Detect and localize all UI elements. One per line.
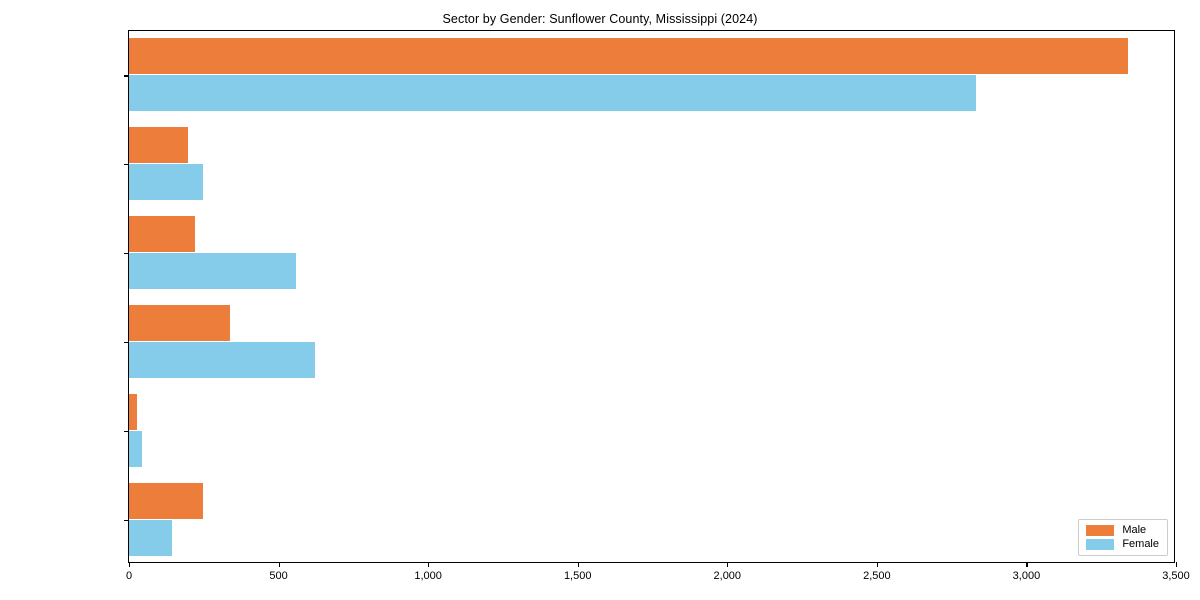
- x-tick-mark: [1026, 562, 1028, 567]
- bar-male: [129, 127, 188, 164]
- y-tick-mark: [124, 519, 129, 521]
- x-tick-label: 3,000: [1012, 570, 1041, 582]
- y-tick-mark: [124, 75, 129, 77]
- bar-female: [129, 341, 316, 378]
- legend-label-male: Male: [1122, 524, 1147, 536]
- bar-female: [129, 253, 296, 290]
- x-tick-mark: [1176, 562, 1178, 567]
- x-tick-mark: [727, 562, 729, 567]
- x-tick-mark: [129, 562, 131, 567]
- legend-item-female[interactable]: Female: [1086, 539, 1159, 550]
- chart-legend: Male Female: [1078, 519, 1168, 556]
- plot-area: Private For-ProfitPrivate Non-ProfitLoca…: [124, 30, 1190, 582]
- bar-group: [129, 393, 1174, 468]
- y-tick-mark: [124, 341, 129, 343]
- x-tick-label: 3,500: [1162, 570, 1190, 582]
- bar-group: [129, 216, 1174, 290]
- legend-swatch-male: [1086, 525, 1115, 536]
- bar-female: [129, 164, 203, 201]
- bar-group: [129, 38, 1174, 112]
- x-tick-mark: [577, 562, 579, 567]
- bar-female: [129, 519, 172, 556]
- x-tick-mark: [876, 562, 878, 567]
- x-tick-label: 0: [125, 570, 133, 582]
- x-tick-mark: [428, 562, 430, 567]
- y-tick-mark: [124, 253, 129, 255]
- legend-item-male[interactable]: Male: [1086, 525, 1159, 536]
- bar-group: [129, 304, 1174, 379]
- y-tick-mark: [124, 430, 129, 432]
- bar-female: [129, 75, 977, 112]
- x-tick-mark: [278, 562, 280, 567]
- bar-male: [129, 216, 196, 253]
- x-tick-label: 500: [269, 570, 288, 582]
- bar-female: [129, 430, 143, 467]
- legend-label-female: Female: [1122, 538, 1159, 550]
- x-tick-label: 2,000: [713, 570, 742, 582]
- bar-male: [129, 482, 204, 519]
- chart-title: Sector by Gender: Sunflower County, Miss…: [442, 12, 758, 26]
- x-tick-label: 1,000: [414, 570, 442, 582]
- bar-group: [129, 482, 1174, 557]
- bar-male: [129, 393, 138, 430]
- legend-swatch-female: [1086, 539, 1115, 550]
- bar-male: [129, 38, 1129, 75]
- bar-group: [129, 127, 1174, 201]
- y-tick-mark: [124, 164, 129, 166]
- x-tick-label: 1,500: [563, 570, 592, 582]
- bar-male: [129, 304, 230, 341]
- x-tick-label: 2,500: [863, 570, 891, 582]
